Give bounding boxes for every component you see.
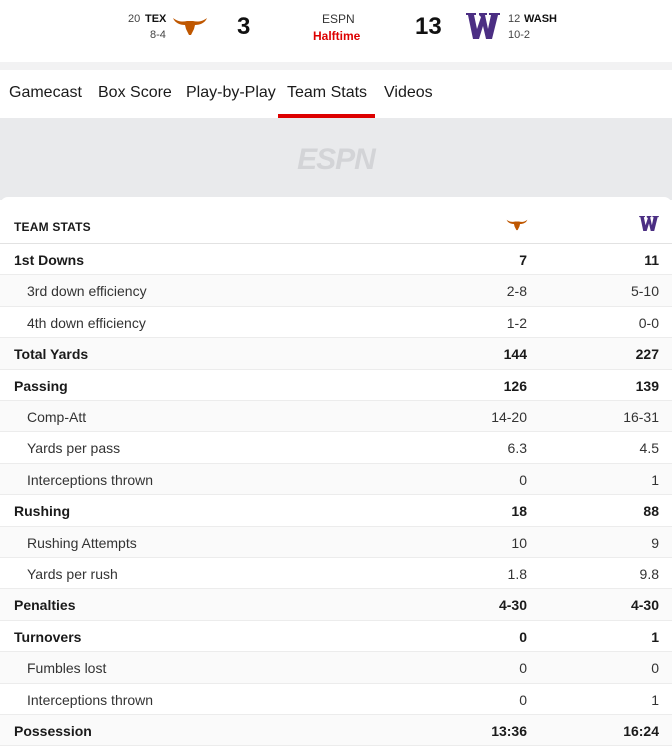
away-stat-value: 13:36 bbox=[491, 723, 527, 739]
stat-label: Comp-Att bbox=[27, 409, 87, 425]
home-stat-value: 0-0 bbox=[638, 314, 659, 331]
away-stat-value: 18 bbox=[511, 503, 527, 520]
stat-row: Yards per rush 1.8 9.8 bbox=[0, 558, 672, 590]
stat-label: Possession bbox=[14, 723, 92, 739]
home-stat-value: 9 bbox=[651, 534, 659, 551]
home-stat-value: 88 bbox=[643, 503, 659, 520]
home-stat-value: 0 bbox=[651, 660, 659, 677]
home-stat-value: 227 bbox=[635, 346, 659, 363]
stat-row: Turnovers 0 1 bbox=[0, 621, 672, 653]
home-stat-value: 16:24 bbox=[623, 723, 659, 739]
active-tab-indicator bbox=[278, 114, 375, 118]
home-stat-value: 139 bbox=[635, 377, 659, 394]
stat-label: Turnovers bbox=[14, 628, 82, 645]
stat-label: Passing bbox=[14, 377, 68, 394]
away-record: 8-4 bbox=[150, 29, 166, 41]
game-status: Halftime bbox=[313, 29, 361, 43]
home-stat-value: 1 bbox=[651, 628, 659, 645]
home-stat-value: 4.5 bbox=[639, 440, 659, 457]
home-stat-value: 9.8 bbox=[639, 566, 659, 582]
tab-gamecast[interactable]: Gamecast bbox=[9, 84, 82, 101]
stat-row: Passing 126 139 bbox=[0, 370, 672, 401]
away-score: 3 bbox=[237, 13, 251, 40]
home-stat-value: 11 bbox=[644, 252, 659, 268]
tab-play-by-play[interactable]: Play-by-Play bbox=[186, 84, 276, 101]
longhorn-logo-icon bbox=[506, 219, 528, 231]
away-stat-value: 0 bbox=[519, 660, 527, 677]
ad-banner bbox=[0, 118, 672, 200]
stat-label: Rushing bbox=[14, 503, 70, 520]
stat-label: Yards per rush bbox=[27, 566, 118, 582]
home-stat-value: 1 bbox=[651, 691, 659, 708]
away-stat-value: 14-20 bbox=[491, 409, 527, 425]
network: ESPN bbox=[322, 12, 355, 26]
washington-w-logo-icon[interactable] bbox=[466, 13, 500, 39]
stat-label: 1st Downs bbox=[14, 252, 85, 268]
tab-team-stats[interactable]: Team Stats bbox=[287, 84, 368, 101]
away-stat-value: 1.8 bbox=[507, 566, 527, 582]
stat-row: Total Yards 144 227 bbox=[0, 338, 672, 370]
away-stat-value: 2-8 bbox=[506, 283, 527, 300]
stat-label: Interceptions thrown bbox=[27, 471, 154, 488]
away-stat-value: 7 bbox=[519, 252, 527, 268]
home-stat-value: 16-31 bbox=[623, 409, 659, 425]
home-rank: 12 bbox=[508, 13, 521, 25]
away-abbr: TEX bbox=[145, 13, 167, 25]
tab-box-score[interactable]: Box Score bbox=[98, 84, 172, 101]
stat-row: Fumbles lost 0 0 bbox=[0, 652, 672, 684]
team-stats-header: TEAM STATS bbox=[0, 197, 672, 244]
home-record: 10-2 bbox=[508, 29, 531, 41]
stat-row: Rushing 18 88 bbox=[0, 495, 672, 527]
away-stat-value: 126 bbox=[503, 377, 527, 394]
stat-label: Yards per pass bbox=[27, 440, 121, 457]
espn-logo-icon: ESPN bbox=[297, 145, 378, 173]
stat-label: 4th down efficiency bbox=[27, 314, 146, 331]
stat-row: Possession 13:36 16:24 bbox=[0, 715, 672, 747]
stat-row: Yards per pass 6.3 4.5 bbox=[0, 432, 672, 464]
tab-videos[interactable]: Videos bbox=[384, 84, 433, 101]
stat-row: 1st Downs 7 11 bbox=[0, 244, 672, 276]
stat-label: Rushing Attempts bbox=[27, 534, 137, 551]
svg-text:ESPN: ESPN bbox=[297, 145, 377, 173]
away-stat-value: 1-2 bbox=[506, 314, 527, 331]
home-stat-value: 4-30 bbox=[630, 597, 659, 614]
home-stat-value: 5-10 bbox=[630, 283, 659, 300]
divider bbox=[0, 62, 672, 70]
stat-row: Penalties 4-30 4-30 bbox=[0, 589, 672, 621]
away-stat-value: 6.3 bbox=[507, 440, 527, 457]
washington-w-logo-icon bbox=[639, 216, 659, 231]
stat-label: Total Yards bbox=[14, 346, 89, 363]
stat-row: 3rd down efficiency 2-8 5-10 bbox=[0, 275, 672, 307]
home-abbr: WASH bbox=[524, 13, 557, 25]
away-stat-value: 4-30 bbox=[498, 597, 527, 614]
away-stat-value: 144 bbox=[503, 346, 527, 363]
stat-label: Interceptions thrown bbox=[27, 691, 154, 708]
home-stat-value: 1 bbox=[651, 471, 659, 488]
away-rank: 20 bbox=[128, 13, 141, 25]
stat-row: 4th down efficiency 1-2 0-0 bbox=[0, 307, 672, 339]
away-stat-value: 0 bbox=[519, 628, 527, 645]
stat-row: Interceptions thrown 0 1 bbox=[0, 463, 672, 496]
stat-label: 3rd down efficiency bbox=[27, 283, 147, 300]
home-score: 13 bbox=[415, 13, 442, 40]
stat-label: Penalties bbox=[14, 597, 76, 614]
stat-label: Fumbles lost bbox=[27, 660, 107, 677]
game-tabs: Gamecast Box Score Play-by-Play Team Sta… bbox=[0, 70, 672, 118]
away-stat-value: 0 bbox=[519, 471, 527, 488]
away-stat-value: 0 bbox=[519, 691, 527, 708]
away-stat-value: 10 bbox=[511, 534, 527, 551]
stat-row: Interceptions thrown 0 1 bbox=[0, 684, 672, 715]
stat-row: Rushing Attempts 10 9 bbox=[0, 526, 672, 558]
team-stats-title: TEAM STATS bbox=[14, 220, 91, 234]
longhorn-logo-icon[interactable] bbox=[172, 14, 208, 36]
stat-row: Comp-Att 14-20 16-31 bbox=[0, 401, 672, 433]
scoreboard: 20 TEX 8-4 3 ESPN Halftime 13 12 WASH 10… bbox=[0, 0, 672, 62]
